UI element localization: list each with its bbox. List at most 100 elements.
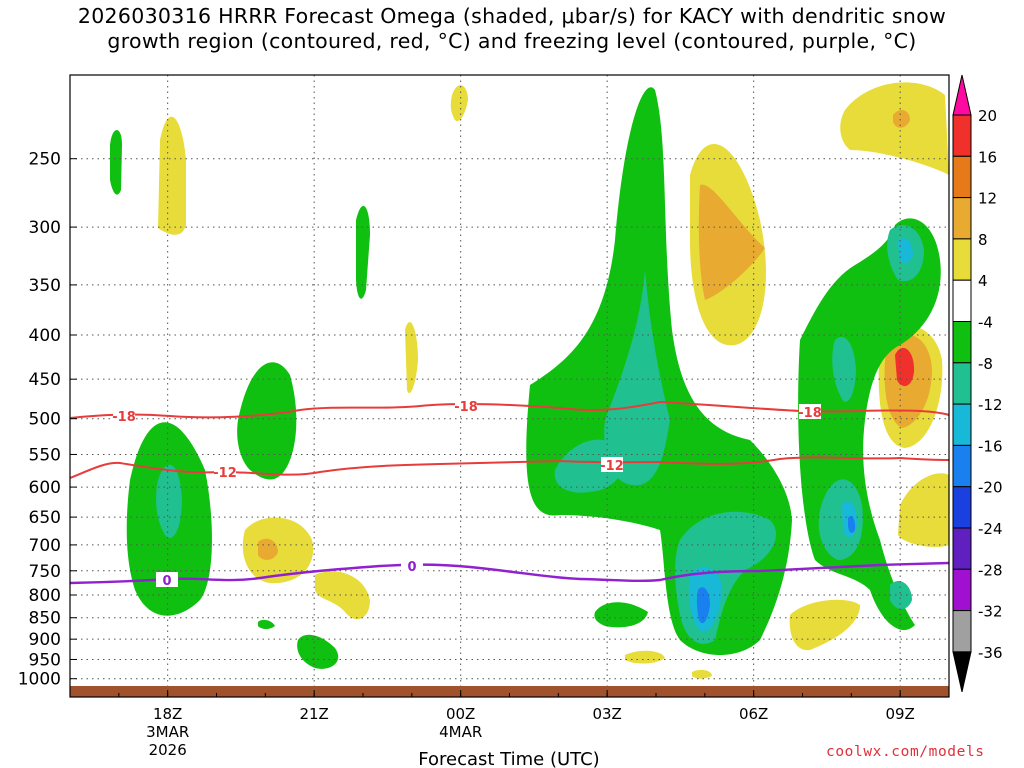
- y-tick-label: 400: [29, 326, 61, 346]
- title-line-2: growth region (contoured, red, °C) and f…: [107, 29, 917, 53]
- colorbar-label: -32: [978, 603, 1003, 621]
- colorbar-legend: 20 16 12 8 4 -4 -8 -12 -16 -20 -24 -28 -32 -36: [952, 74, 1003, 693]
- colorbar-label: -12: [978, 396, 1003, 414]
- colorbar-swatch: [952, 362, 972, 405]
- x-tick-label: 09Z: [885, 705, 914, 723]
- title-line-1: 2026030316 HRRR Forecast Omega (shaded, …: [77, 4, 947, 28]
- colorbar-label: -4: [978, 314, 993, 332]
- y-tick-label: 900: [29, 630, 61, 650]
- omega-area: [895, 347, 915, 387]
- contour-label-bg: [455, 398, 477, 413]
- x-tick-label: 06Z: [739, 705, 768, 723]
- y-axis-ticks: 2503003504004505005506006507007508008509…: [18, 150, 77, 690]
- colorbar-swatch: [952, 279, 972, 323]
- credit-text: coolwx.com/models: [826, 744, 985, 760]
- omega-area: [258, 619, 275, 629]
- omega-area: [696, 587, 710, 624]
- contour-label-bg: [214, 464, 236, 479]
- y-tick-label: 950: [29, 650, 61, 670]
- omega-shading: [110, 82, 949, 679]
- ground-strip: [70, 686, 949, 697]
- colorbar-swatch: [952, 321, 972, 364]
- x-tick-label: 03Z: [592, 705, 621, 723]
- colorbar-label: 8: [978, 231, 988, 249]
- contour-minus18: [70, 400, 949, 419]
- omega-area: [526, 87, 792, 655]
- omega-area: [405, 321, 418, 394]
- omega-area: [840, 82, 949, 175]
- contour-lines: [70, 400, 949, 585]
- contour-label: 0: [407, 560, 416, 575]
- x-axis-label: Forecast Time (UTC): [418, 749, 599, 768]
- omega-area: [110, 130, 122, 195]
- omega-area: [554, 439, 624, 493]
- colorbar-swatch: [952, 568, 972, 612]
- colorbar-label: -28: [978, 561, 1003, 579]
- contour-0-freezing: [70, 561, 949, 585]
- omega-area: [898, 473, 949, 547]
- y-tick-label: 250: [29, 150, 61, 170]
- y-tick-label: 500: [29, 410, 61, 430]
- omega-area: [789, 599, 860, 651]
- omega-area: [818, 479, 863, 560]
- omega-area: [692, 669, 712, 679]
- omega-area: [237, 362, 297, 480]
- omega-area: [315, 571, 370, 620]
- contour-label: 0: [162, 574, 171, 589]
- y-tick-label: 300: [29, 218, 61, 238]
- colorbar-swatch: [952, 114, 972, 157]
- x-tick-date: 3MAR: [146, 723, 189, 741]
- y-tick-label: 750: [29, 562, 61, 582]
- omega-area: [258, 538, 278, 560]
- y-tick-label: 1000: [18, 670, 61, 690]
- omega-area: [898, 238, 913, 263]
- colorbar-label: -20: [978, 479, 1003, 497]
- contour-label: -12: [600, 459, 624, 474]
- omega-area: [832, 336, 856, 402]
- y-tick-label: 650: [29, 508, 61, 528]
- contour-label: -18: [112, 410, 136, 425]
- omega-area: [356, 205, 370, 299]
- colorbar-swatch: [952, 651, 972, 693]
- omega-area: [625, 650, 665, 664]
- omega-area: [242, 517, 314, 584]
- chart-title: 2026030316 HRRR Forecast Omega (shaded, …: [0, 4, 1024, 54]
- colorbar-label: -8: [978, 355, 993, 373]
- colorbar-swatch: [952, 444, 972, 488]
- colorbar-label: -36: [978, 644, 1003, 662]
- omega-area: [450, 85, 468, 122]
- y-tick-label: 450: [29, 370, 61, 390]
- colorbar-label: 16: [978, 148, 997, 166]
- contour-label: -18: [454, 400, 478, 415]
- omega-area: [848, 515, 856, 533]
- x-tick-date: 4MAR: [439, 723, 482, 741]
- y-tick-label: 600: [29, 478, 61, 498]
- contour-labels: -18 -18 -18 -12 -12 0 0: [112, 398, 822, 589]
- contour-label: -18: [798, 406, 822, 421]
- colorbar-label: 4: [978, 272, 988, 290]
- x-tick-label: 21Z: [299, 705, 328, 723]
- omega-area: [698, 184, 765, 300]
- colorbar-swatch: [952, 238, 972, 281]
- contour-label-bg: [156, 572, 178, 587]
- colorbar-label: 20: [978, 107, 997, 125]
- contour-label-bg: [113, 408, 135, 423]
- contour-label-bg: [601, 457, 623, 472]
- contour-minus12: [70, 456, 949, 479]
- colorbar-swatch: [952, 527, 972, 570]
- y-tick-label: 800: [29, 586, 61, 606]
- colorbar-swatch: [952, 403, 972, 446]
- colorbar-swatch: [952, 610, 972, 653]
- x-tick-year: 2026: [149, 741, 187, 759]
- x-tick-label: 00Z: [446, 705, 475, 723]
- y-tick-label: 700: [29, 536, 61, 556]
- colorbar-label: -16: [978, 437, 1003, 455]
- contour-label-bg: [401, 558, 423, 573]
- colorbar-swatch: [952, 155, 972, 199]
- colorbar-label: 12: [978, 190, 997, 208]
- colorbar-swatch: [952, 74, 972, 116]
- colorbar-label: -24: [978, 520, 1003, 538]
- omega-area: [893, 109, 910, 128]
